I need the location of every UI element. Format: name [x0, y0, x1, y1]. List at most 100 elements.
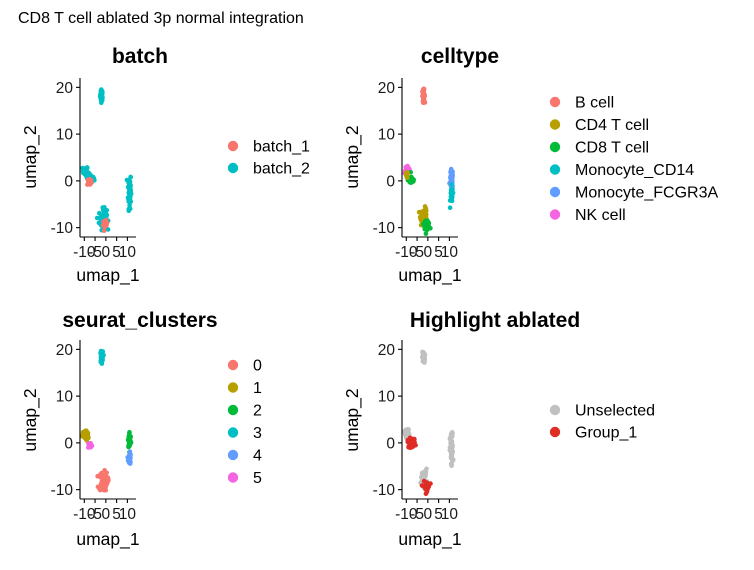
y-tick-label: 10 [378, 389, 396, 406]
x-tick-label: -10 [73, 506, 96, 523]
y-axis-label: umap_2 [20, 125, 41, 188]
legend: Unselected Group_1 [549, 403, 655, 442]
x-axis-label: umap_1 [76, 265, 139, 286]
x-tick-label: 5 [434, 244, 443, 261]
legend-label: batch_2 [253, 161, 310, 178]
x-tick-label: 0 [102, 244, 111, 261]
data-point [449, 451, 454, 457]
legend-key [227, 404, 239, 416]
legend-label: CD4 T cell [575, 117, 649, 134]
y-tick-label: 10 [56, 389, 74, 406]
data-point [94, 215, 100, 221]
x-axis-label: umap_1 [398, 529, 461, 550]
legend-key [549, 164, 561, 175]
data-point [100, 212, 106, 217]
y-tick-label: -10 [373, 220, 396, 237]
x-tick-label: 5 [434, 506, 443, 523]
data-point [448, 435, 454, 440]
legend-key [227, 359, 239, 371]
x-tick-label: 10 [119, 506, 137, 523]
x-tick-label: 10 [119, 244, 137, 261]
data-point [100, 349, 106, 354]
x-tick-label: 10 [441, 244, 459, 261]
panel-title: celltype [421, 45, 499, 68]
x-tick-label: -5 [88, 506, 102, 523]
data-point [83, 432, 89, 438]
legend-key [549, 404, 561, 416]
data-point [125, 437, 131, 443]
legend-key [549, 186, 561, 198]
panel-title: batch [112, 45, 168, 68]
legend-label: 4 [253, 448, 262, 465]
data-point [424, 223, 430, 228]
data-point [423, 471, 428, 476]
legend-key [549, 141, 561, 153]
x-tick-label: 0 [424, 506, 433, 523]
data-point [420, 215, 426, 221]
legend-label: B cell [575, 95, 614, 112]
data-point [423, 485, 428, 490]
data-point [406, 445, 411, 450]
data-point [104, 470, 109, 476]
data-point [448, 442, 454, 448]
legend-key [227, 449, 239, 461]
data-point [100, 474, 105, 479]
x-tick-label: 0 [102, 506, 111, 523]
data-point [422, 204, 428, 209]
data-point [425, 219, 431, 225]
data-point [126, 444, 131, 450]
y-tick-label: 0 [64, 435, 73, 452]
legend-label: Unselected [575, 403, 655, 420]
legend-key [227, 427, 239, 438]
panel-title: seurat_clusters [62, 309, 217, 332]
data-point [126, 184, 132, 190]
data-point [405, 430, 411, 436]
legend-key [549, 119, 561, 130]
x-tick-label: -10 [395, 506, 418, 523]
data-point [449, 182, 455, 187]
legend-label: Monocyte_FCGR3A [575, 185, 718, 202]
data-point [127, 461, 133, 466]
data-point [450, 459, 455, 464]
data-point [101, 221, 107, 226]
legend: B cell CD4 T cell CD8 T cell Monocyte_CD14 M… [549, 95, 718, 224]
data-point [95, 473, 100, 479]
data-point [422, 100, 428, 105]
data-point [448, 190, 454, 196]
data-point [423, 491, 429, 497]
legend-label: Monocyte_CD14 [575, 162, 694, 179]
y-tick-label: -10 [51, 482, 74, 499]
legend-label: batch_1 [253, 139, 310, 156]
data-point [448, 178, 454, 183]
x-tick-label: 0 [424, 244, 433, 261]
data-point [85, 171, 91, 177]
y-axis-label: umap_2 [342, 125, 363, 188]
x-tick-label: -5 [410, 506, 424, 523]
data-point [86, 445, 91, 450]
data-point [409, 440, 415, 446]
legend-key [549, 426, 561, 438]
panel-title: Highlight ablated [410, 309, 580, 332]
x-axis-label: umap_1 [76, 529, 139, 550]
legend-label: NK cell [575, 207, 626, 224]
data-point [100, 208, 106, 213]
legend-key [227, 162, 239, 174]
points-layer [402, 86, 456, 237]
legend-label: 1 [253, 380, 262, 397]
y-tick-label: -10 [373, 482, 396, 499]
legend-label: Group_1 [575, 425, 637, 442]
legend: 0 1 2 3 4 5 [227, 358, 262, 487]
legend-label: 2 [253, 403, 262, 420]
data-point [126, 208, 132, 213]
y-tick-label: -10 [51, 220, 74, 237]
data-point [88, 180, 94, 185]
data-point [98, 88, 104, 94]
data-point [99, 356, 104, 362]
data-point [87, 441, 92, 446]
data-point [405, 170, 411, 176]
x-tick-label: -10 [73, 244, 96, 261]
